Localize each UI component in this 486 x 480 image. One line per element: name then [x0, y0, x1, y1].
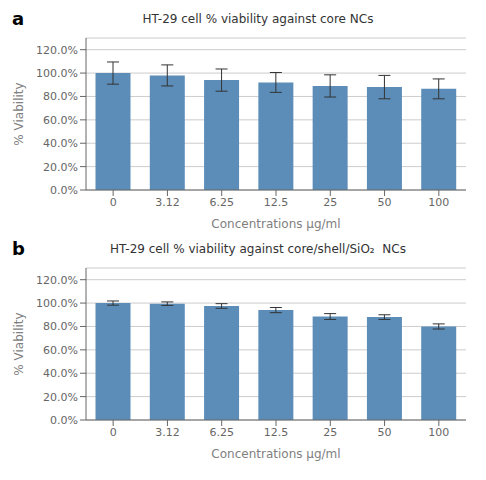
svg-text:% Viability: % Viability	[12, 312, 26, 375]
svg-text:25: 25	[323, 196, 337, 209]
svg-text:0.0%: 0.0%	[50, 184, 78, 197]
svg-text:80.0%: 80.0%	[43, 320, 78, 333]
svg-text:40.0%: 40.0%	[43, 137, 78, 150]
svg-text:60.0%: 60.0%	[43, 344, 78, 357]
svg-text:Concentrations μg/ml: Concentrations μg/ml	[211, 217, 340, 231]
svg-text:20.0%: 20.0%	[43, 161, 78, 174]
svg-text:100.0%: 100.0%	[36, 67, 78, 80]
svg-text:20.0%: 20.0%	[43, 391, 78, 404]
html-text:HT-29 cell % viability against: HT-29 cell % viability against core/shel…	[110, 242, 406, 256]
svg-text:0: 0	[110, 196, 117, 209]
svg-text:100: 100	[428, 426, 449, 439]
svg-text:% Viability: % Viability	[12, 82, 26, 145]
svg-text:120.0%: 120.0%	[36, 44, 78, 57]
svg-text:50: 50	[378, 196, 392, 209]
svg-text:6.25: 6.25	[209, 196, 234, 209]
svg-text:3.12: 3.12	[155, 196, 180, 209]
html-text:a: a	[12, 8, 25, 29]
svg-text:Concentrations μg/ml: Concentrations μg/ml	[211, 447, 340, 461]
svg-text:100.0%: 100.0%	[36, 297, 78, 310]
html-text:HT-29 cell % viability against: HT-29 cell % viability against core NCs	[142, 12, 374, 26]
svg-text:40.0%: 40.0%	[43, 367, 78, 380]
svg-text:120.0%: 120.0%	[36, 274, 78, 287]
svg-text:80.0%: 80.0%	[43, 90, 78, 103]
svg-text:50: 50	[378, 426, 392, 439]
svg-text:0: 0	[110, 426, 117, 439]
svg-text:6.25: 6.25	[209, 426, 234, 439]
svg-text:0.0%: 0.0%	[50, 414, 78, 427]
svg-text:60.0%: 60.0%	[43, 114, 78, 127]
html-text:b: b	[12, 238, 25, 259]
svg-text:12.5: 12.5	[264, 196, 289, 209]
svg-text:12.5: 12.5	[264, 426, 289, 439]
svg-text:25: 25	[323, 426, 337, 439]
svg-text:100: 100	[428, 196, 449, 209]
svg-text:3.12: 3.12	[155, 426, 180, 439]
